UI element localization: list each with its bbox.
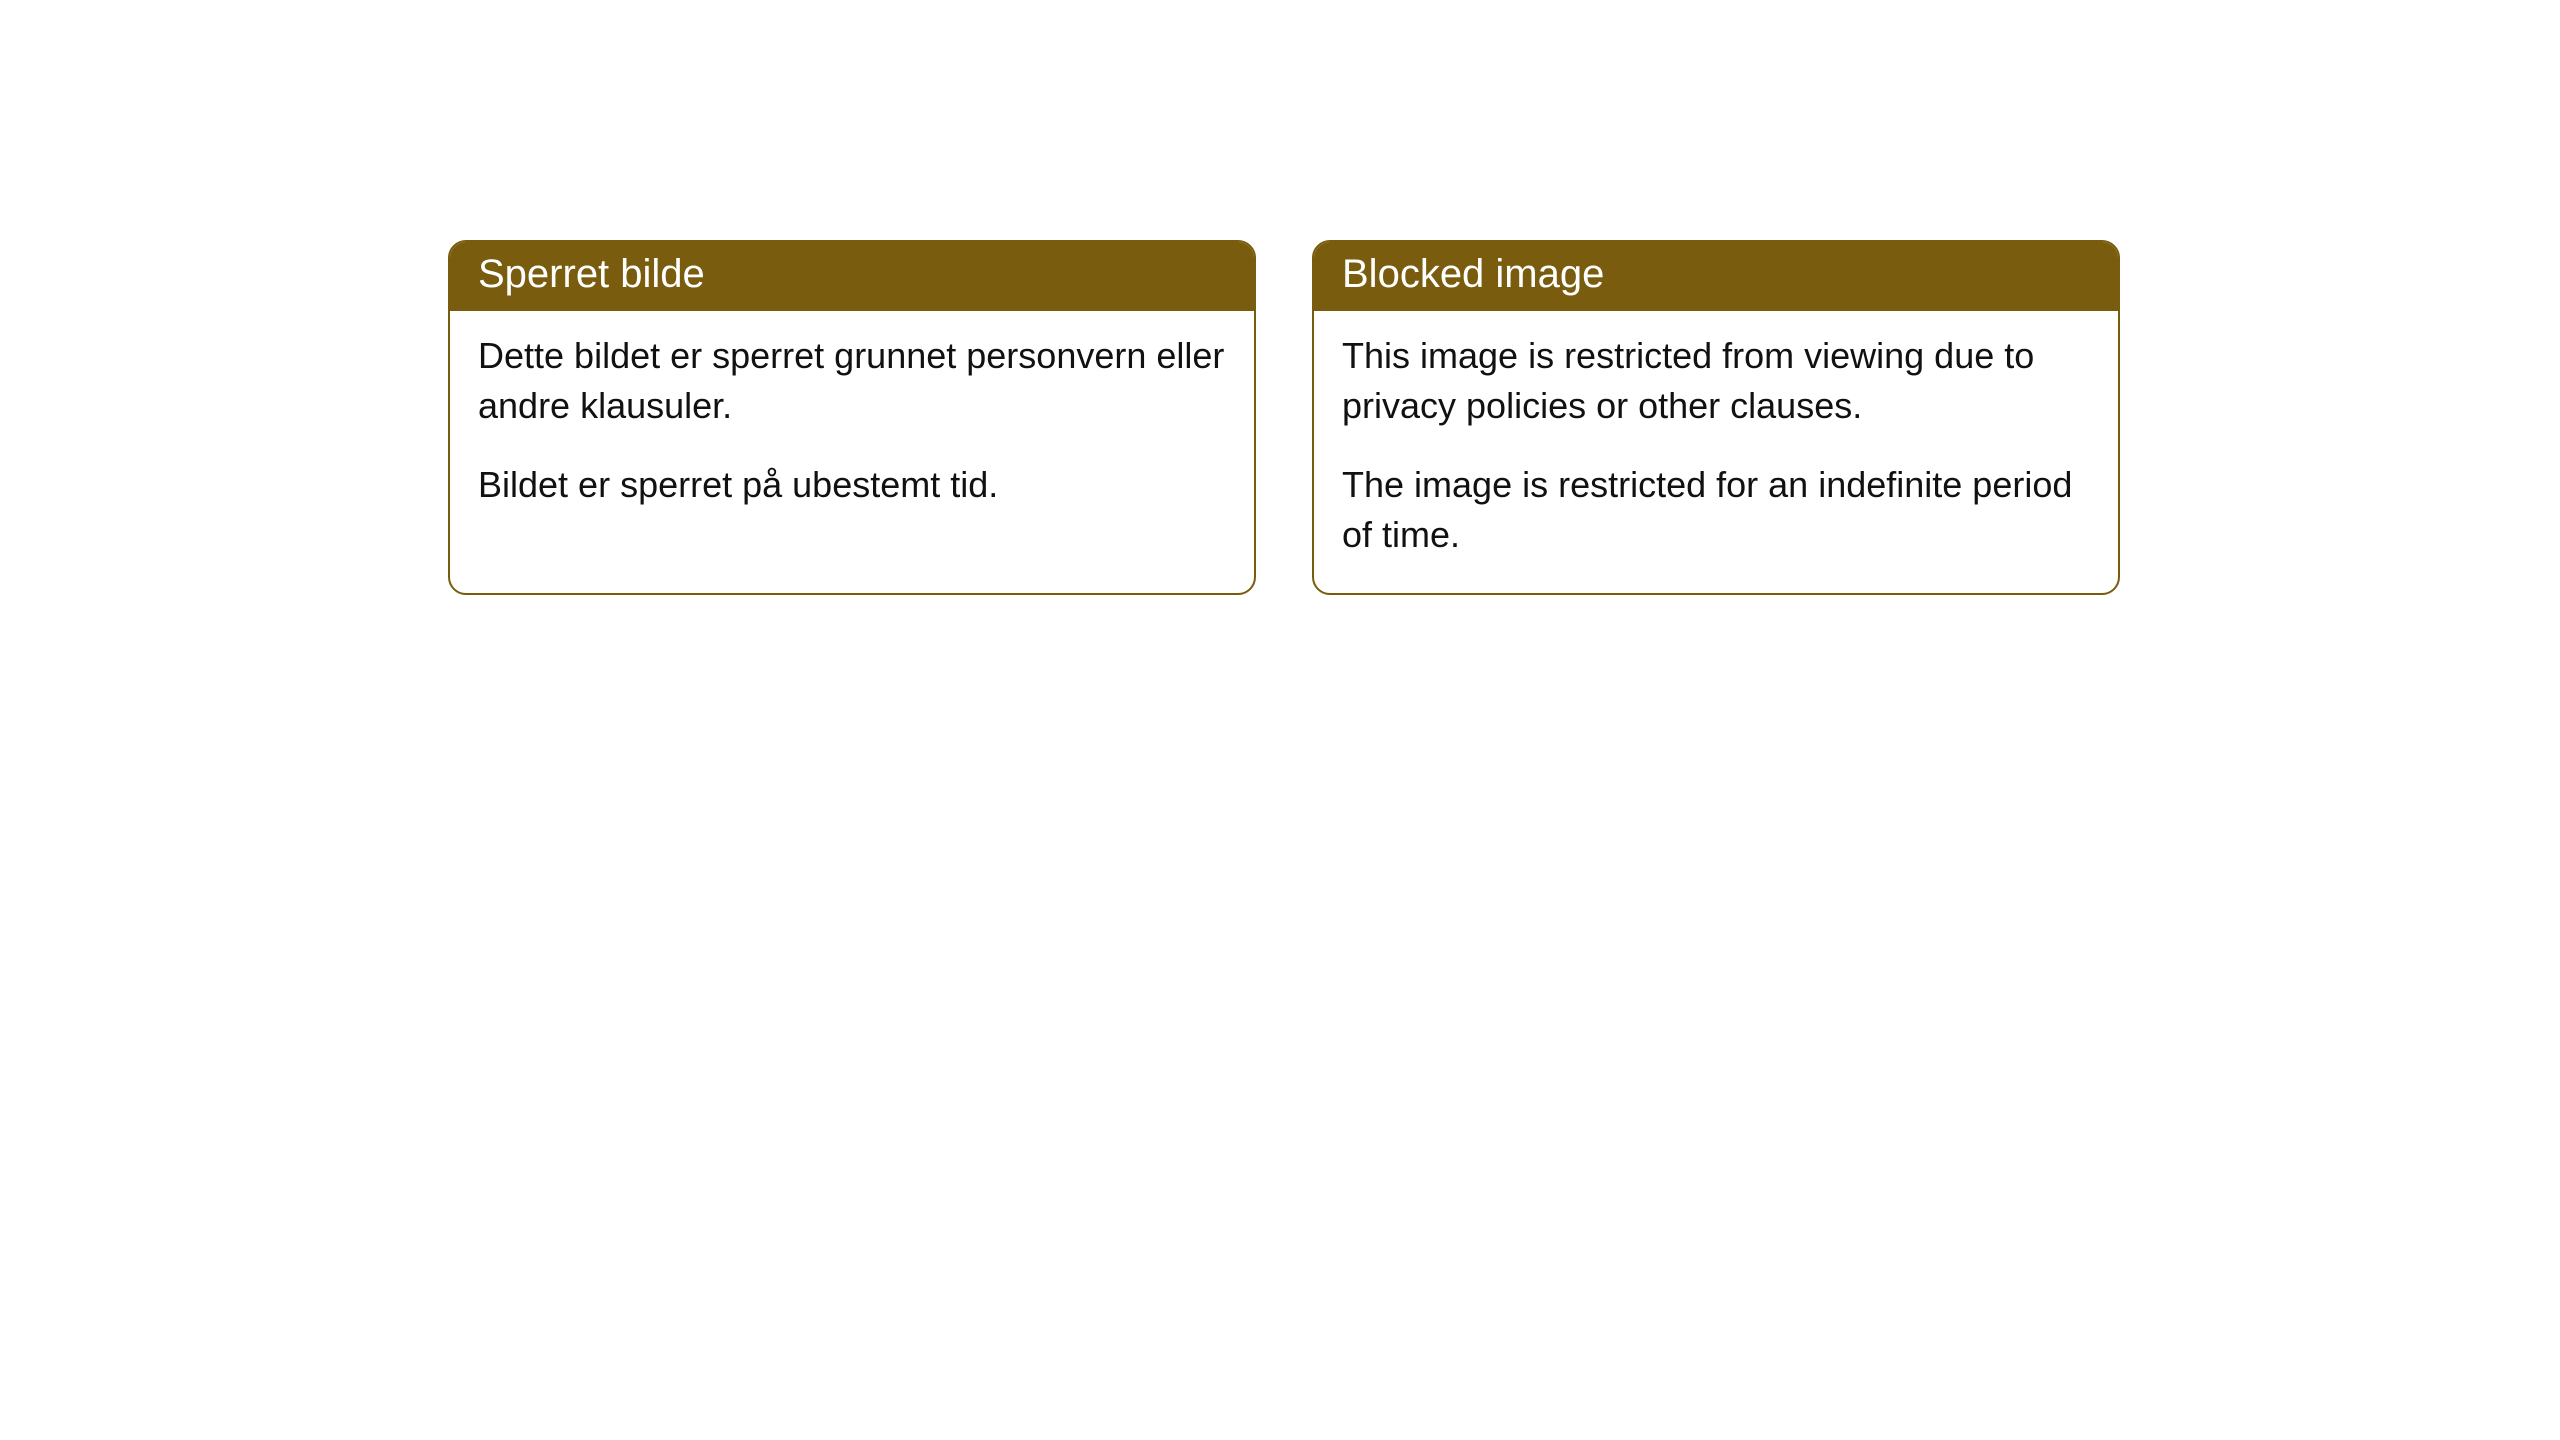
card-paragraph: This image is restricted from viewing du… bbox=[1342, 331, 2090, 432]
notice-cards-container: Sperret bilde Dette bildet er sperret gr… bbox=[448, 240, 2120, 595]
card-header: Blocked image bbox=[1314, 242, 2118, 311]
notice-card-english: Blocked image This image is restricted f… bbox=[1312, 240, 2120, 595]
card-body: Dette bildet er sperret grunnet personve… bbox=[450, 311, 1254, 542]
card-paragraph: Bildet er sperret på ubestemt tid. bbox=[478, 460, 1226, 510]
card-header: Sperret bilde bbox=[450, 242, 1254, 311]
card-header-text: Sperret bilde bbox=[478, 252, 705, 296]
card-paragraph: The image is restricted for an indefinit… bbox=[1342, 460, 2090, 561]
card-paragraph: Dette bildet er sperret grunnet personve… bbox=[478, 331, 1226, 432]
notice-card-norwegian: Sperret bilde Dette bildet er sperret gr… bbox=[448, 240, 1256, 595]
card-header-text: Blocked image bbox=[1342, 252, 1604, 296]
card-body: This image is restricted from viewing du… bbox=[1314, 311, 2118, 593]
